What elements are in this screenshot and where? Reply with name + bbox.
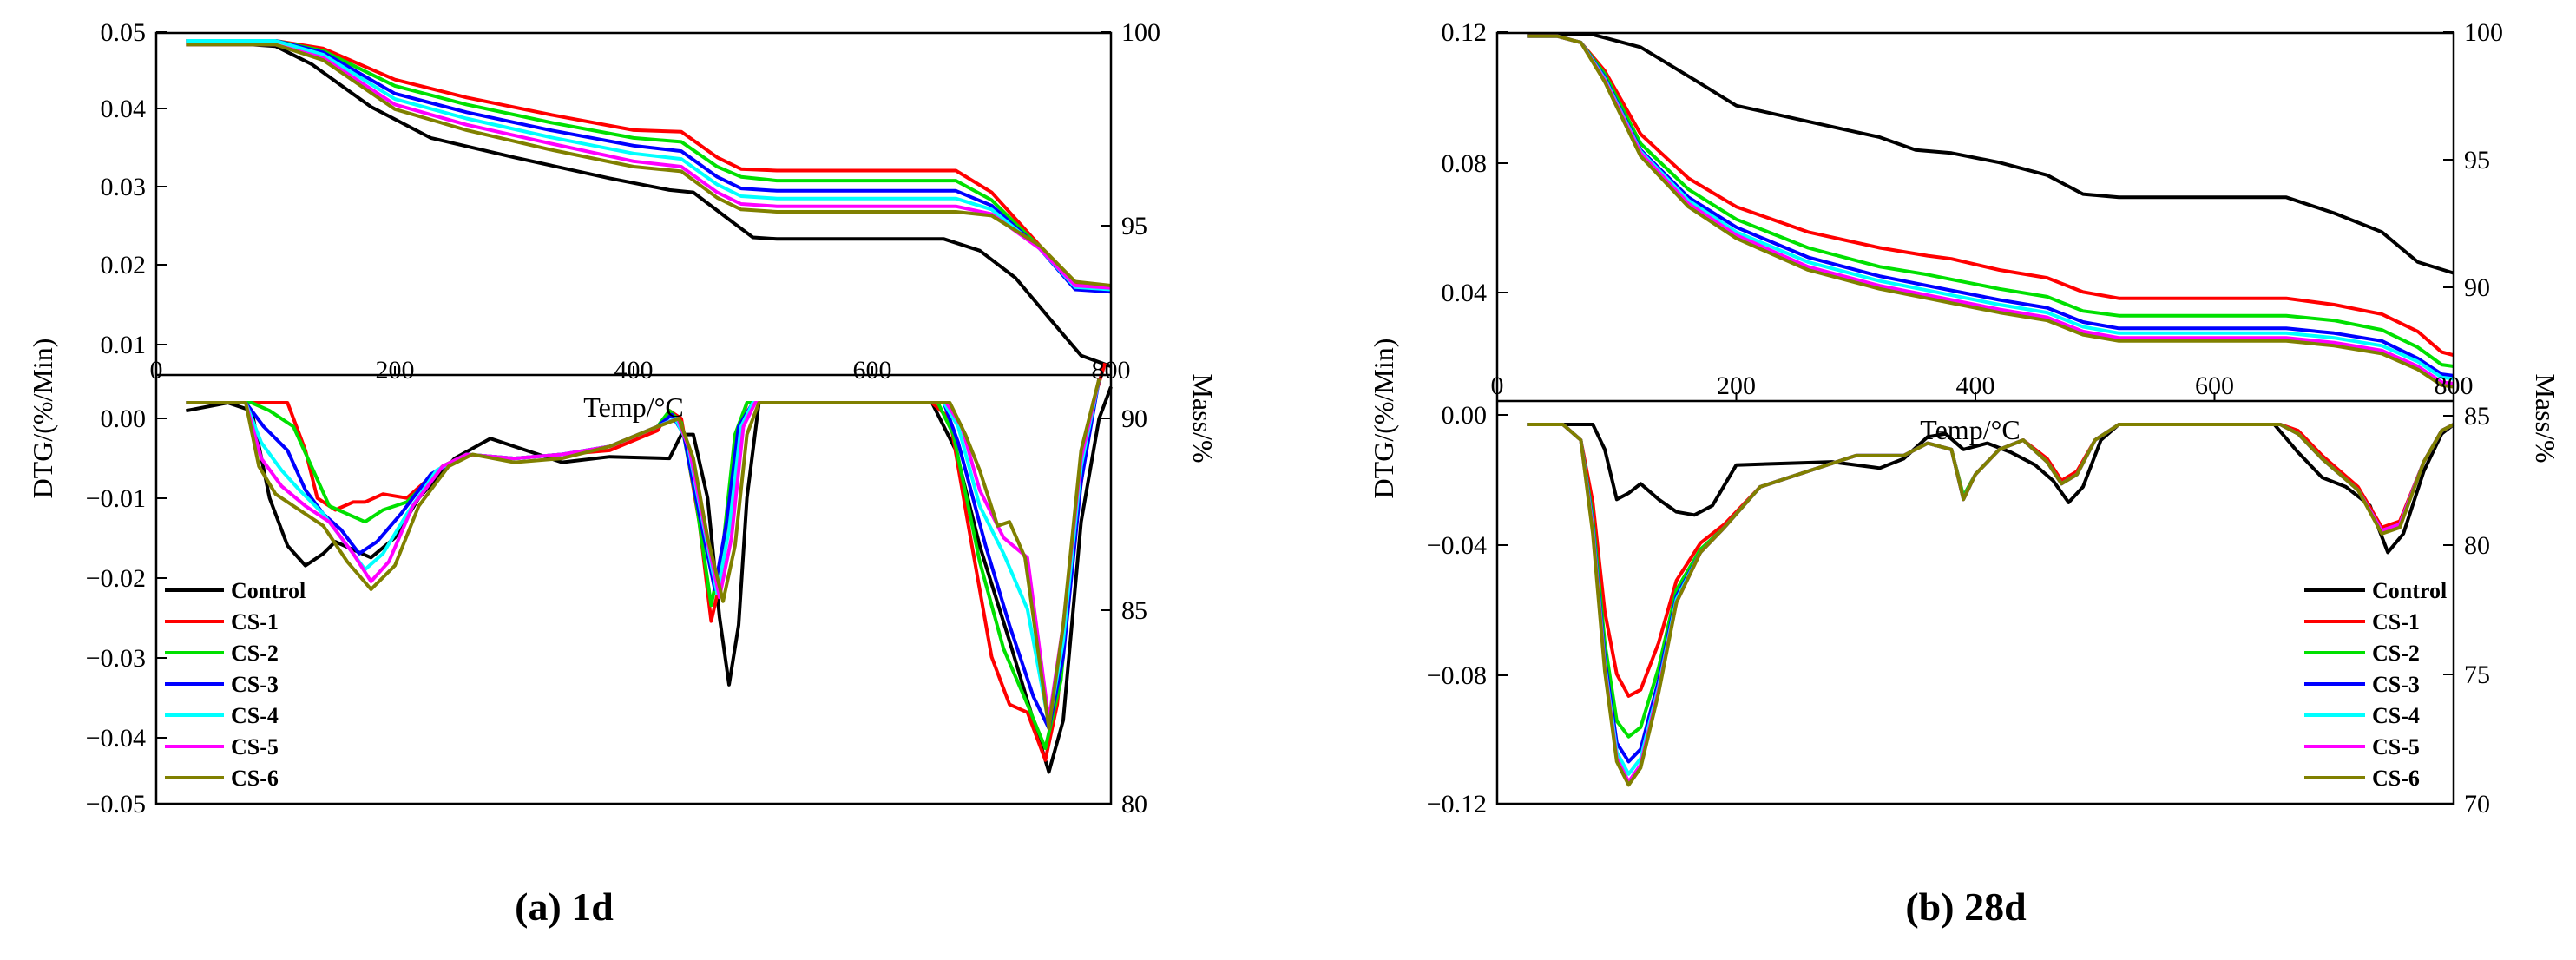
dtg-panel: 0.00 −0.04 −0.08 −0.12 70 75 80 85 — [1427, 401, 2490, 819]
left-tick-label: 0.00 — [101, 404, 147, 433]
right-tick-label: 80 — [1121, 790, 1147, 819]
right-tick-label: 95 — [1121, 212, 1147, 240]
series-line-cs-5 — [1527, 423, 2454, 784]
right-tick-label: 80 — [2464, 531, 2490, 560]
left-tick-label: 0.05 — [101, 18, 147, 47]
dtg-panel: 0.00 −0.01 −0.02 −0.03 −0.04 −0.05 80 85 90 — [86, 362, 1147, 819]
right-axis-title: Mass/% — [2530, 373, 2561, 463]
right-tick-label: 90 — [2464, 273, 2490, 302]
right-tick-label: 95 — [2464, 146, 2490, 174]
plot-frame — [1495, 31, 2455, 805]
legend-label-cs-6: CS-6 — [231, 766, 279, 791]
x-tick-label: 600 — [2195, 372, 2234, 400]
legend-label-cs-1: CS-1 — [231, 609, 279, 635]
right-tick-label: 85 — [2464, 402, 2490, 431]
figure-caption: (a) 1d — [515, 884, 614, 929]
series-line-cs-5 — [186, 43, 1112, 290]
figure-panel-28d: 0.04 0.08 0.12 90 95 100 0.00 −0.04 −0.08 −0.12 70… — [1368, 18, 2561, 929]
legend-label-cs-3: CS-3 — [231, 672, 279, 697]
right-tick-label: 75 — [2464, 661, 2490, 689]
left-tick-label: 0.04 — [1442, 279, 1488, 307]
series-line-cs-1 — [1527, 34, 2454, 358]
left-axis-title: DTG/(%/Min) — [1368, 339, 1399, 499]
series-line-control — [1527, 423, 2455, 555]
series-line-cs-6 — [186, 378, 1101, 731]
legend-label-cs-4: CS-4 — [231, 703, 279, 728]
x-tick-label: 600 — [853, 356, 892, 385]
mass-panel: 0.01 0.02 0.03 0.04 0.05 95 100 — [101, 18, 1160, 368]
series-line-cs-2 — [1527, 34, 2454, 368]
x-axis-title: Temp/°C — [1920, 414, 2020, 445]
legend: Control CS-1 CS-2 CS-3 CS-4 CS-5 CS-6 — [2304, 578, 2447, 791]
figure-caption: (b) 28d — [1905, 884, 2027, 929]
left-tick-label: 0.02 — [101, 251, 147, 279]
legend-label-cs-5: CS-5 — [231, 734, 279, 759]
legend-label-control: Control — [2372, 578, 2447, 603]
x-tick-label: 400 — [614, 356, 654, 385]
x-axis-title: Temp/°C — [583, 391, 683, 423]
left-tick-label: 0.01 — [101, 331, 147, 359]
series-line-cs-6 — [186, 43, 1112, 287]
left-tick-label: 0.04 — [101, 95, 147, 123]
mass-panel: 0.04 0.08 0.12 90 95 100 — [1442, 18, 2503, 389]
series-line-cs-2 — [186, 39, 1112, 292]
right-tick-label: 70 — [2464, 790, 2490, 819]
series-line-cs-2 — [186, 378, 1101, 750]
legend-label-cs-2: CS-2 — [231, 641, 279, 666]
left-tick-label: 0.00 — [1442, 401, 1488, 430]
series-line-cs-4 — [1527, 423, 2454, 776]
right-tick-label: 85 — [1121, 596, 1147, 625]
left-tick-label: −0.08 — [1427, 661, 1487, 690]
x-tick-label: 400 — [1956, 372, 1995, 400]
left-axis-title: DTG/(%/Min) — [27, 339, 58, 499]
left-tick-label: −0.02 — [86, 564, 146, 593]
left-tick-label: −0.12 — [1427, 790, 1487, 819]
series-line-control — [186, 43, 1112, 368]
x-tick-label: 200 — [376, 356, 415, 385]
right-axis-title: Mass/% — [1187, 373, 1219, 463]
series-line-cs-4 — [186, 39, 1112, 292]
left-tick-label: −0.04 — [86, 724, 146, 753]
legend-label-cs-5: CS-5 — [2372, 734, 2420, 759]
series-line-cs-3 — [1527, 423, 2454, 764]
plot-frame — [154, 31, 1113, 805]
left-tick-label: −0.03 — [86, 644, 146, 673]
series-line-control — [186, 385, 1113, 774]
left-tick-label: −0.04 — [1427, 531, 1487, 560]
left-tick-label: 0.12 — [1442, 18, 1488, 47]
series-line-cs-6 — [1527, 423, 2454, 787]
series-line-control — [1527, 32, 2454, 275]
left-tick-label: −0.05 — [86, 790, 146, 819]
legend-label-cs-1: CS-1 — [2372, 609, 2420, 635]
left-tick-label: 0.08 — [1442, 149, 1488, 178]
right-tick-label: 100 — [2464, 18, 2503, 47]
series-line-cs-6 — [1527, 34, 2454, 389]
legend-label-cs-6: CS-6 — [2372, 766, 2420, 791]
x-tick-label: 200 — [1717, 372, 1756, 400]
left-tick-label: −0.01 — [86, 484, 146, 513]
legend-label-control: Control — [231, 578, 306, 603]
figure-panel-1d: 0.01 0.02 0.03 0.04 0.05 95 100 0.00 −0.01 −0.02 −… — [27, 18, 1219, 929]
right-tick-label: 90 — [1121, 404, 1147, 433]
series-line-cs-3 — [186, 39, 1112, 294]
left-tick-label: 0.03 — [101, 173, 147, 201]
legend-label-cs-4: CS-4 — [2372, 703, 2420, 728]
series-line-cs-1 — [186, 39, 1112, 291]
right-tick-label: 100 — [1121, 18, 1160, 47]
legend: Control CS-1 CS-2 CS-3 CS-4 CS-5 CS-6 — [165, 578, 306, 791]
legend-label-cs-3: CS-3 — [2372, 672, 2420, 697]
legend-label-cs-2: CS-2 — [2372, 641, 2420, 666]
